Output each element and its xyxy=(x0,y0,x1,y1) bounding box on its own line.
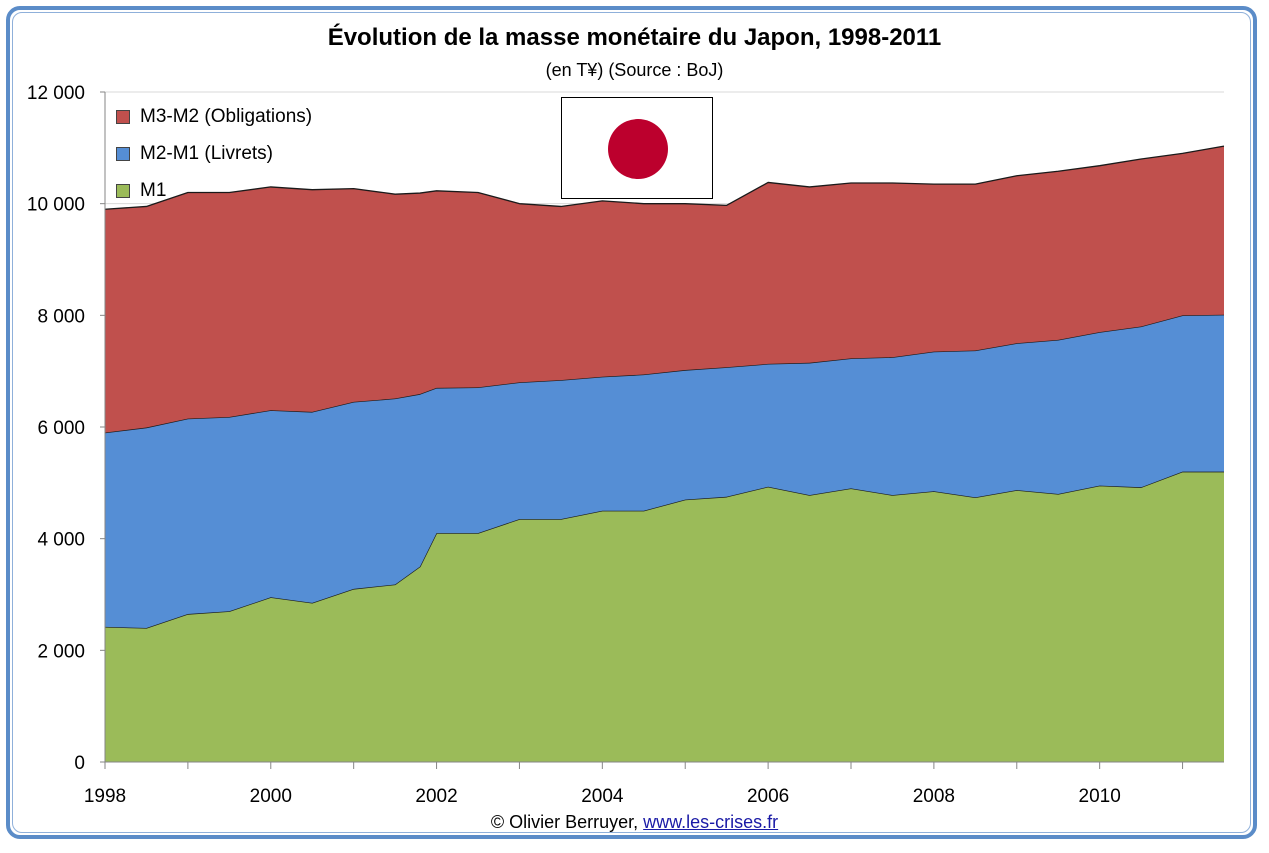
area-m1 xyxy=(105,471,1224,762)
x-axis-ticks: 1998 2000 2002 2004 2006 2008 2010 xyxy=(84,762,1184,807)
website-link[interactable]: www.les-crises.fr xyxy=(643,812,779,832)
legend-item-m1: M1 xyxy=(116,172,312,209)
area-outline xyxy=(104,145,1225,210)
legend-item-m2-m1: M2-M1 (Livrets) xyxy=(116,135,312,172)
y-tick-label: 0 xyxy=(74,753,85,774)
y-tick-label: 8 000 xyxy=(37,306,85,327)
x-tick-label: 2010 xyxy=(1079,786,1121,807)
area-m3-m2-obligations- xyxy=(105,146,1224,433)
legend-item-m3-m2: M3-M2 (Obligations) xyxy=(116,98,312,135)
area-series xyxy=(104,145,1225,762)
credit-text: © Olivier Berruyer, xyxy=(490,812,639,832)
japan-flag-icon xyxy=(561,97,713,199)
chart-frame-inner xyxy=(12,12,1251,833)
area-m2-m1-livrets- xyxy=(105,314,1224,628)
x-tick-label: 2002 xyxy=(415,786,457,807)
chart-subtitle: (en T¥) (Source : BoJ) xyxy=(545,60,724,80)
y-tick-label: 2 000 xyxy=(37,641,85,662)
y-tick-label: 12 000 xyxy=(27,83,85,104)
y-axis-ticks: 0 2 000 4 000 6 000 8 000 10 000 12 000 xyxy=(27,83,105,774)
legend-label: M2-M1 (Livrets) xyxy=(140,142,274,164)
legend: M3-M2 (Obligations) M2-M1 (Livrets) M1 xyxy=(116,98,312,209)
legend-label: M1 xyxy=(140,179,167,201)
legend-label: M3-M2 (Obligations) xyxy=(140,105,313,127)
legend-swatch-m2-m1 xyxy=(116,146,130,161)
x-tick-label: 2008 xyxy=(913,786,955,807)
x-tick-label: 2004 xyxy=(581,786,624,807)
legend-swatch-m1 xyxy=(116,183,130,198)
y-tick-label: 10 000 xyxy=(27,195,85,216)
area-outline xyxy=(104,314,1225,434)
legend-swatch-m3-m2 xyxy=(116,109,130,124)
chart-frame-outer xyxy=(6,6,1257,839)
chart-title: Évolution de la masse monétaire du Japon… xyxy=(327,24,942,51)
x-tick-label: 2006 xyxy=(747,786,789,807)
flag-sun-disc xyxy=(608,119,668,179)
y-tick-label: 6 000 xyxy=(37,418,85,439)
area-outline xyxy=(104,471,1224,629)
x-tick-label: 2000 xyxy=(250,786,292,807)
y-tick-label: 4 000 xyxy=(37,530,85,551)
x-tick-label: 1998 xyxy=(84,786,126,807)
footer-credit: © Olivier Berruyer, www.les-crises.fr xyxy=(0,812,1269,833)
